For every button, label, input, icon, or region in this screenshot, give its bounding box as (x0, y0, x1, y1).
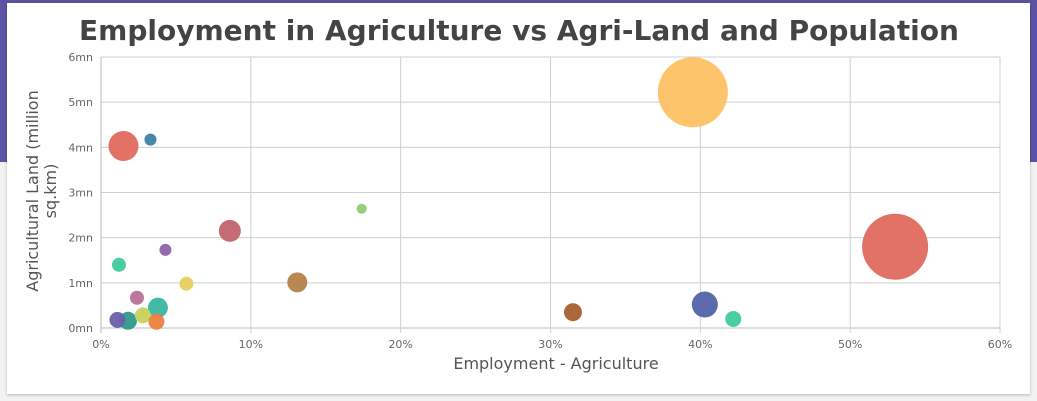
bubble-point[interactable] (218, 219, 241, 242)
bubble-point[interactable] (725, 310, 742, 327)
y-tick-label: 4mn (68, 141, 93, 154)
y-tick-label: 6mn (68, 51, 93, 64)
bubble-point[interactable] (862, 213, 929, 280)
bubbles (108, 57, 929, 330)
bubble-point[interactable] (356, 203, 367, 214)
bubble-point[interactable] (111, 257, 126, 272)
bubble-point[interactable] (134, 307, 151, 324)
bubble-point[interactable] (691, 291, 718, 318)
y-axis-title-line-2: sq.km) (41, 164, 60, 219)
x-tick-label: 30% (538, 338, 562, 351)
bubble-point[interactable] (147, 297, 168, 318)
bubble-point[interactable] (144, 133, 157, 146)
bubble-chart: Employment in Agriculture vs Agri-Land a… (23, 14, 1012, 373)
bubble-point[interactable] (563, 303, 582, 322)
y-tick-label: 0mn (68, 322, 93, 335)
bubble-point[interactable] (287, 272, 308, 293)
x-tick-label: 60% (988, 338, 1012, 351)
x-tick-label: 20% (388, 338, 412, 351)
y-axis-title-line-1: Agricultural Land (million (23, 90, 42, 291)
y-tick-label: 5mn (68, 96, 93, 109)
y-axis-title: Agricultural Land (million sq.km) (23, 90, 60, 291)
y-tick-label: 3mn (68, 187, 93, 200)
chart-card: Employment in Agriculture vs Agri-Land a… (7, 3, 1030, 394)
bubble-point[interactable] (108, 130, 139, 161)
bubble-point[interactable] (129, 290, 144, 305)
grid (100, 56, 1001, 333)
x-tick-label: 0% (92, 338, 109, 351)
bubble-point[interactable] (109, 311, 126, 328)
x-axis-ticks: 0% 10% 20% 30% 40% 50% 60% (92, 338, 1012, 351)
y-tick-label: 1mn (68, 277, 93, 290)
chart-title: Employment in Agriculture vs Agri-Land a… (79, 14, 959, 47)
x-tick-label: 40% (688, 338, 712, 351)
y-tick-label: 2mn (68, 232, 93, 245)
y-axis-ticks: 0mn 1mn 2mn 3mn 4mn 5mn 6mn (68, 51, 93, 335)
x-tick-label: 50% (838, 338, 862, 351)
x-tick-label: 10% (239, 338, 263, 351)
bubble-point[interactable] (179, 276, 194, 291)
x-axis-title: Employment - Agriculture (453, 354, 658, 373)
bubble-point[interactable] (657, 57, 728, 128)
bubble-point[interactable] (148, 313, 165, 330)
bubble-point[interactable] (159, 243, 172, 256)
